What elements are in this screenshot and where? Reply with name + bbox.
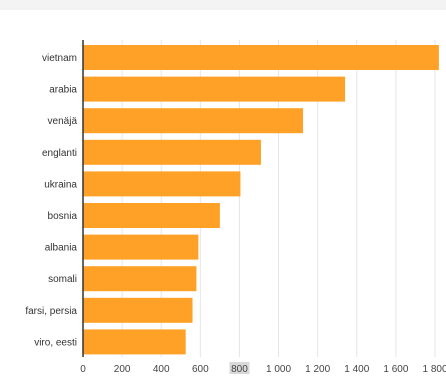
bar-albania [83,234,199,260]
bar-englanti [83,139,261,165]
category-label-bosnia: bosnia [48,211,78,222]
bars [83,45,439,355]
x-tick-label: 800 [231,364,248,375]
category-labels: vietnam arabia venäjä englanti ukraina bosnia… [25,53,77,348]
x-tick-label: 200 [114,364,131,375]
x-tick-label: 0 [80,364,86,375]
category-label-viro-eesti: viro, eesti [34,337,77,348]
category-label-albania: albania [45,243,78,254]
x-tick-label: 1 400 [344,364,369,375]
bar-bosnia [83,203,220,228]
x-tick-label: 1 000 [266,364,291,375]
category-label-ukraina: ukraina [44,179,77,190]
category-label-farsi-persia: farsi, persia [25,306,77,317]
bar-ukraina [83,171,241,197]
category-label-somali: somali [48,274,77,285]
x-tick-labels: 0 200 400 600 800 1 000 1 200 1 400 1 600 1 800 [80,362,446,375]
x-tick-label: 1 600 [383,364,408,375]
top-strip [0,0,446,10]
x-tick-label: 1 800 [422,364,446,375]
category-label-arabia: arabia [49,85,77,96]
x-tick-label: 1 200 [305,364,330,375]
category-label-venäjä: venäjä [48,116,78,127]
x-tick-label: 400 [153,364,170,375]
x-tick-label: 600 [192,364,209,375]
category-label-englanti: englanti [42,148,77,159]
tick-highlight [229,362,250,374]
bar-venäjä [83,108,303,134]
bar-somali [83,266,197,292]
bar-vietnam [83,45,439,70]
bar-farsi-persia [83,297,193,323]
category-label-vietnam: vietnam [42,53,77,64]
bar-viro-eesti [83,329,186,355]
bar-arabia [83,76,346,102]
